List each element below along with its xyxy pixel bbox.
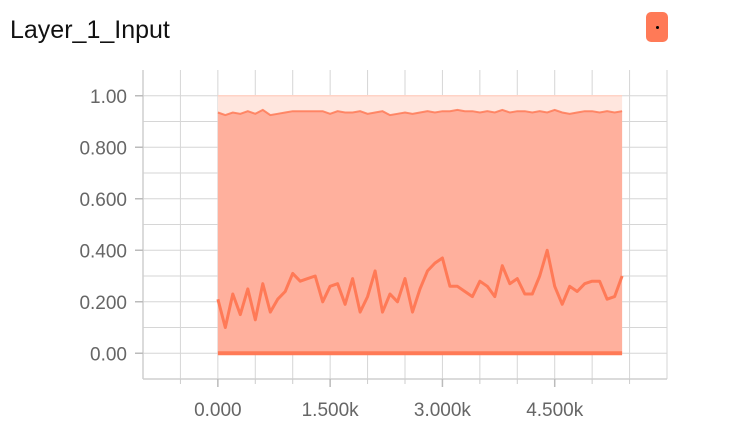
y-tick-label: 0.00: [90, 344, 127, 365]
y-tick-label: 0.600: [79, 190, 127, 211]
y-tick-label: 0.400: [79, 241, 127, 262]
expand-dot-icon: [656, 26, 659, 29]
series-middle-line: [216, 248, 624, 329]
y-tick-label: 0.800: [79, 138, 127, 159]
expand-button[interactable]: [646, 12, 668, 42]
x-tick-label: 4.500k: [526, 400, 584, 421]
x-tick-label: 0.000: [194, 400, 242, 421]
x-tick-label: 3.000k: [414, 400, 472, 421]
y-tick-label: 0.200: [79, 293, 127, 314]
y-tick-label: 1.00: [90, 87, 127, 108]
x-tick-label: 1.500k: [302, 400, 360, 421]
chart-title: Layer_1_Input: [10, 16, 170, 44]
series-upper-line: [217, 108, 623, 117]
series-upper-band: [217, 109, 623, 354]
